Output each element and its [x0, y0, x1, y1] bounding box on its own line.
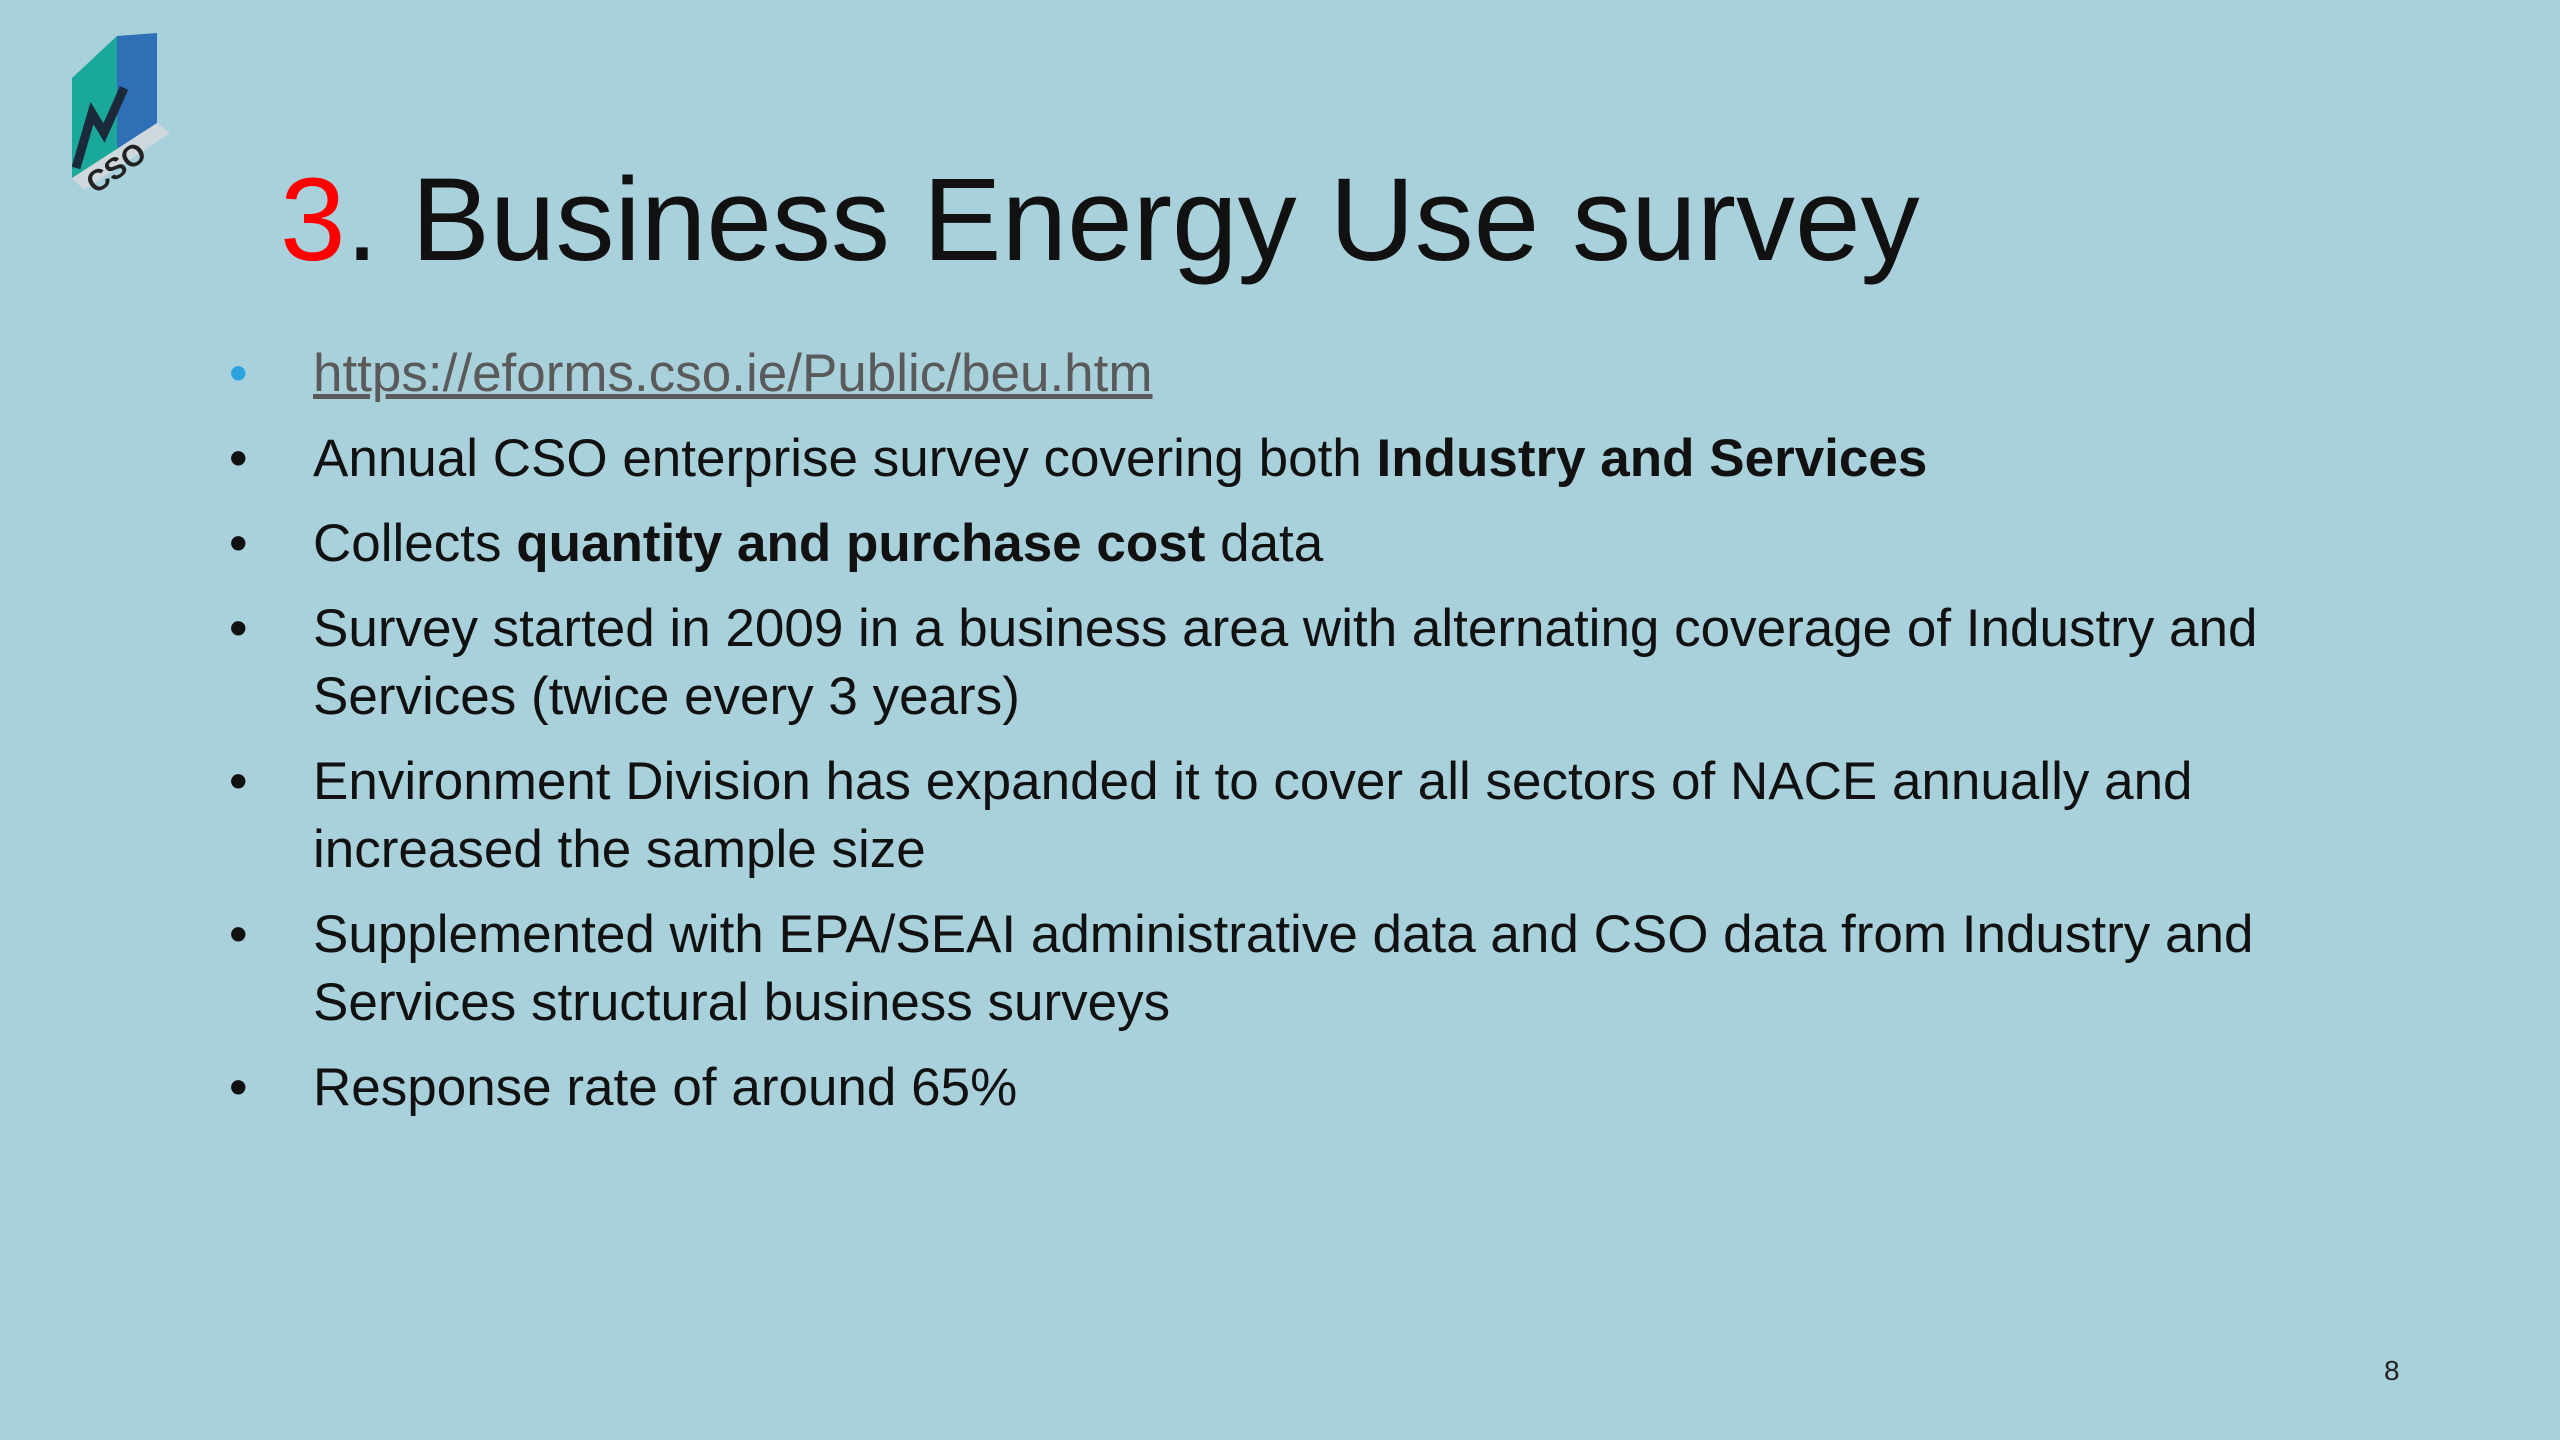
logo-line — [71, 86, 129, 170]
text: Survey started in 2009 in a business are… — [313, 599, 2258, 726]
bullet-dot: • — [229, 429, 248, 488]
bullet: • Supplemented with EPA/SEAI administrati… — [229, 901, 2373, 1037]
title-text: . Business Energy Use survey — [345, 154, 1920, 286]
bullet: • Annual CSO enterprise survey covering b… — [229, 425, 2373, 493]
page-number: 8 — [2384, 1355, 2400, 1386]
title-number: 3 — [280, 154, 346, 286]
bullet-list: • https://eforms.cso.ie/Public/beu.htm • An… — [229, 340, 2373, 1139]
bold-text: Industry and Services — [1376, 429, 1928, 488]
bullet-dot: • — [229, 344, 248, 403]
link[interactable]: https://eforms.cso.ie/Public/beu.htm — [313, 344, 1153, 403]
bullet-dot: • — [229, 1058, 248, 1117]
text: Environment Division has expanded it to … — [313, 752, 2193, 879]
bullet-dot: • — [229, 752, 248, 811]
logo-base — [72, 123, 170, 190]
bullet: • Survey started in 2009 in a business ar… — [229, 595, 2373, 731]
bullet: • Environment Division has expanded it to… — [229, 748, 2373, 884]
bullet: • Collects quantity and purchase cost dat… — [229, 510, 2373, 578]
text: Collects — [313, 514, 517, 573]
bullet-dot: • — [229, 514, 248, 573]
bullet-dot: • — [229, 905, 248, 964]
text: data — [1205, 514, 1324, 573]
slide-title: 3. Business Energy Use survey — [280, 140, 1920, 300]
text: Annual CSO enterprise survey covering bo… — [313, 429, 1377, 488]
bullet-dot: • — [229, 599, 248, 658]
bullet: • https://eforms.cso.ie/Public/beu.htm — [229, 340, 2373, 408]
bullet: • Response rate of around 65% — [229, 1054, 2373, 1122]
text: Supplemented with EPA/SEAI administrativ… — [313, 905, 2254, 1032]
bold-text: quantity and purchase cost — [516, 514, 1206, 573]
logo-shape — [117, 33, 157, 153]
text: Response rate of around 65% — [313, 1058, 1018, 1117]
logo: CSO — [71, 33, 170, 198]
